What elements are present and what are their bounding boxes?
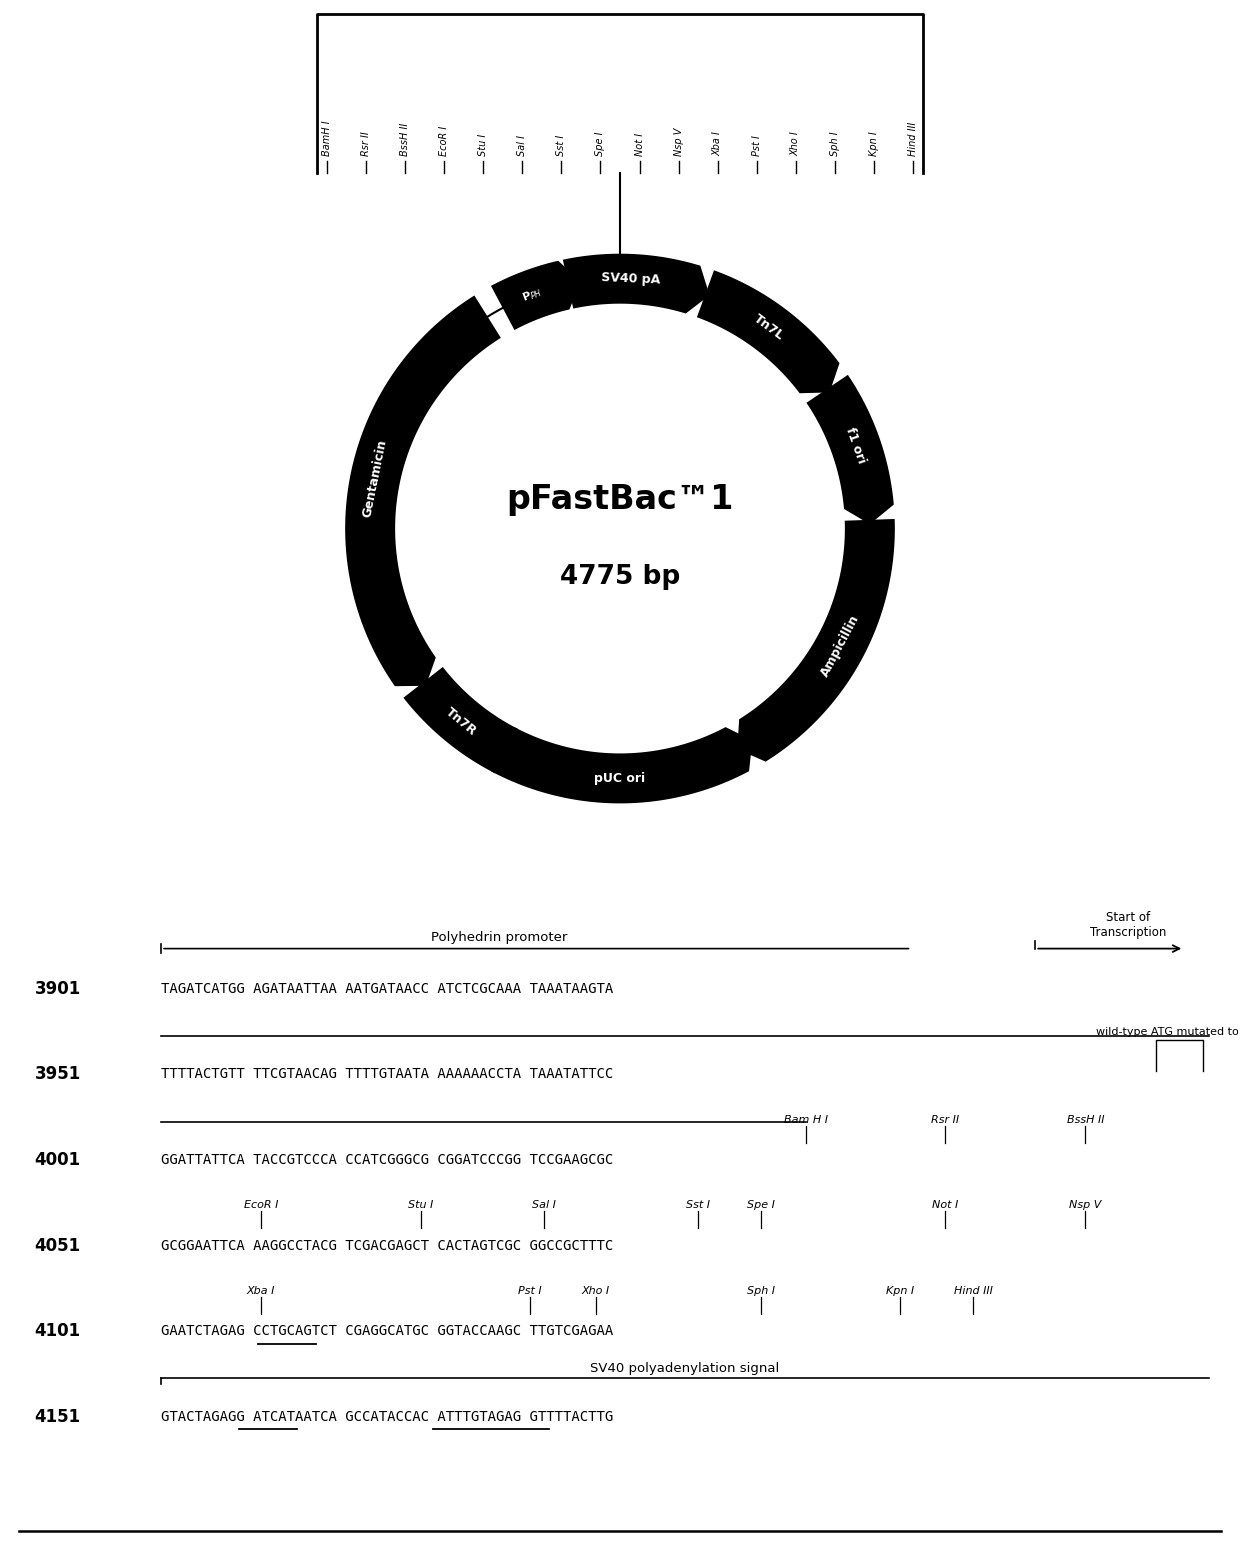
Text: TTTTACTGTT TTCGTAACAG TTTTGTAATA AAAAAACCTA TAAATATTCC: TTTTACTGTT TTCGTAACAG TTTTGTAATA AAAAAAC…	[161, 1068, 614, 1082]
Text: Gentamicin: Gentamicin	[361, 439, 389, 519]
Text: Sal I: Sal I	[517, 135, 527, 155]
Text: GAATCTAGAG CCTGCAGTCT CGAGGCATGC GGTACCAAGC TTGTCGAGAA: GAATCTAGAG CCTGCAGTCT CGAGGCATGC GGTACCA…	[161, 1324, 614, 1338]
Text: f1 ori: f1 ori	[843, 425, 868, 465]
Text: 3901: 3901	[35, 980, 81, 998]
Text: 3951: 3951	[35, 1065, 81, 1083]
Text: GCGGAATTCA AAGGCCTACG TCGACGAGCT CACTAGTCGC GGCCGCTTTC: GCGGAATTCA AAGGCCTACG TCGACGAGCT CACTAGT…	[161, 1238, 614, 1252]
Text: pUC ori: pUC ori	[594, 772, 646, 784]
Text: Xba I: Xba I	[713, 130, 723, 155]
Text: Nsp V: Nsp V	[1069, 1200, 1101, 1211]
Text: pFastBac™1: pFastBac™1	[506, 484, 734, 516]
Polygon shape	[806, 375, 894, 524]
Text: Xba I: Xba I	[247, 1286, 275, 1296]
Text: Kpn I: Kpn I	[885, 1286, 914, 1296]
Text: 4101: 4101	[35, 1322, 81, 1341]
Text: Rsr II: Rsr II	[931, 1114, 959, 1125]
Text: Sst I: Sst I	[557, 135, 567, 155]
Text: Hind III: Hind III	[908, 121, 918, 155]
Text: Sal I: Sal I	[532, 1200, 556, 1211]
Text: Stu I: Stu I	[479, 133, 489, 155]
Text: Nsp V: Nsp V	[673, 127, 683, 155]
Text: Not I: Not I	[931, 1200, 959, 1211]
Text: Tn7L: Tn7L	[751, 312, 786, 343]
Text: Spe I: Spe I	[595, 132, 605, 155]
Text: Sph I: Sph I	[746, 1286, 775, 1296]
Text: Xho I: Xho I	[582, 1286, 610, 1296]
Text: Tn7R: Tn7R	[443, 705, 479, 738]
Text: Stu I: Stu I	[408, 1200, 434, 1211]
Text: Xho I: Xho I	[791, 130, 801, 155]
Polygon shape	[345, 296, 501, 687]
Polygon shape	[738, 519, 895, 761]
Text: Start of
Transcription: Start of Transcription	[1090, 911, 1167, 939]
Text: Kpn I: Kpn I	[869, 130, 879, 155]
Text: Ampicillin: Ampicillin	[818, 612, 862, 679]
Text: Not I: Not I	[635, 133, 645, 155]
Text: 4775 bp: 4775 bp	[560, 564, 680, 589]
Text: EcoR I: EcoR I	[439, 126, 449, 155]
Text: BssH II: BssH II	[401, 122, 410, 155]
Polygon shape	[491, 260, 580, 330]
Text: TAGATCATGG AGATAATTAA AATGATAACC ATCTCGCAAA TAAATAAGTA: TAGATCATGG AGATAATTAA AATGATAACC ATCTCGC…	[161, 981, 614, 997]
Text: Sph I: Sph I	[830, 132, 839, 155]
Text: wild-type ATG mutated to ATT: wild-type ATG mutated to ATT	[1096, 1028, 1240, 1037]
Text: SV40 pA: SV40 pA	[601, 271, 661, 287]
Text: 4151: 4151	[35, 1407, 81, 1426]
Polygon shape	[403, 666, 518, 773]
Text: EcoR I: EcoR I	[243, 1200, 278, 1211]
Text: Sst I: Sst I	[686, 1200, 709, 1211]
Text: SV40 polyadenylation signal: SV40 polyadenylation signal	[590, 1361, 780, 1375]
Polygon shape	[697, 270, 839, 394]
Polygon shape	[491, 727, 753, 803]
Text: Pst I: Pst I	[518, 1286, 542, 1296]
Text: BssH II: BssH II	[1066, 1114, 1104, 1125]
Text: Rsr II: Rsr II	[361, 130, 371, 155]
Text: BamH I: BamH I	[322, 119, 332, 155]
Text: Polyhedrin promoter: Polyhedrin promoter	[432, 930, 567, 944]
Text: 4001: 4001	[35, 1152, 81, 1169]
Text: 4051: 4051	[35, 1237, 81, 1254]
Text: GTACTAGAGG ATCATAATCA GCCATACCAC ATTTGTAGAG GTTTTACTTG: GTACTAGAGG ATCATAATCA GCCATACCAC ATTTGTA…	[161, 1409, 614, 1424]
Text: GGATTATTCA TACCGTCCCA CCATCGGGCG CGGATCCCGG TCCGAAGCGC: GGATTATTCA TACCGTCCCA CCATCGGGCG CGGATCC…	[161, 1153, 614, 1167]
Text: P$_{PH}$: P$_{PH}$	[521, 285, 544, 305]
Text: Spe I: Spe I	[746, 1200, 775, 1211]
Text: Hind III: Hind III	[954, 1286, 993, 1296]
Text: Bam H I: Bam H I	[784, 1114, 827, 1125]
Polygon shape	[563, 254, 709, 313]
Text: Pst I: Pst I	[751, 135, 761, 155]
